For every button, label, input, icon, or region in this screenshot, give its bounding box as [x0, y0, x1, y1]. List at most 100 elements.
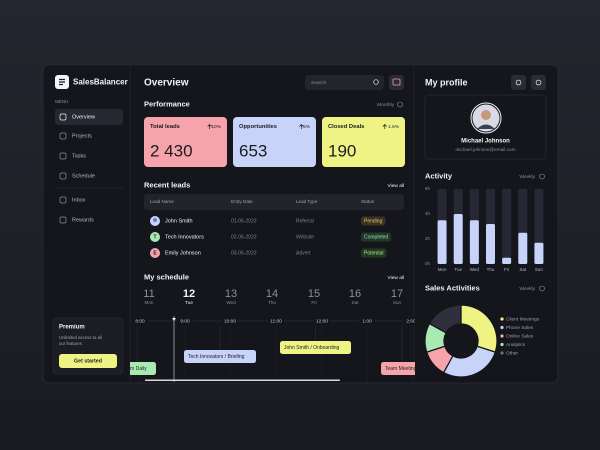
premium-description: our features: [59, 341, 82, 346]
table-cell: Emily Johnson: [165, 250, 201, 256]
time-label: 9:00: [180, 318, 190, 324]
y-tick-label: 0h: [425, 261, 431, 266]
profile-avatar-head: [481, 110, 491, 120]
table-header-bg: [144, 194, 404, 210]
menu-item[interactable]: Tasks: [72, 153, 86, 159]
kpi-title: Opportunities: [239, 124, 277, 130]
day-date[interactable]: 16: [349, 288, 361, 300]
x-tick-label: Tue: [454, 267, 462, 272]
search-box[interactable]: [305, 75, 384, 90]
menu-icon: [59, 152, 67, 160]
menu-item[interactable]: Rewards: [72, 217, 94, 223]
table-cell: Website: [296, 234, 314, 240]
x-tick-label: Mon: [438, 267, 447, 272]
event-title[interactable]: Team Daily: [122, 366, 147, 372]
status-label: Potential: [364, 250, 383, 256]
day-weekday: Thu: [268, 300, 276, 305]
kpi-card: [233, 117, 316, 167]
menu-item[interactable]: Inbox: [72, 197, 86, 203]
notify-button[interactable]: [389, 75, 404, 90]
schedule-timeline: 8:00 9:00 10:00 11:00 12:00 1:00 2:00 Team Dail…: [118, 316, 423, 382]
time-label: 12:00: [316, 318, 328, 324]
status-pill: [361, 232, 392, 242]
menu-item[interactable]: Overview: [72, 114, 95, 120]
period-icon: [539, 285, 545, 292]
notify-icon: [392, 78, 401, 86]
status-label: Pending: [364, 218, 383, 224]
profile-action-icon: [515, 79, 522, 86]
lead-avatar: [150, 232, 160, 242]
status-label: Completed: [364, 234, 388, 240]
period-select[interactable]: Weekly: [519, 286, 535, 292]
kpi-change: 1.5%: [388, 124, 400, 130]
x-tick-label: Thu: [487, 267, 495, 272]
time-label: 2:00: [406, 318, 416, 324]
event-title[interactable]: John Smith / Onboarding: [284, 345, 340, 351]
legend-label: Online Sales: [506, 333, 534, 339]
menu-label: MENU: [55, 99, 68, 104]
day-weekday: Mon: [145, 300, 154, 305]
kpi-value: 2 430: [150, 141, 193, 160]
page-title: Overview: [144, 78, 189, 89]
bar: [486, 224, 495, 264]
table-cell: John Smith: [165, 218, 193, 224]
menu-icon: [59, 196, 67, 204]
lead-avatar-head: [153, 218, 157, 222]
profile-action-button[interactable]: [531, 75, 546, 90]
kpi-arrow: [207, 124, 212, 129]
lead-avatar: [150, 248, 160, 258]
period-select[interactable]: Monthly: [377, 102, 394, 108]
bar: [502, 257, 512, 264]
schedule-event[interactable]: [381, 362, 423, 375]
day-date[interactable]: 14: [266, 288, 278, 300]
schedule-event[interactable]: [118, 362, 156, 375]
get-started-button[interactable]: [59, 354, 117, 368]
x-tick-label: Sat: [519, 267, 527, 272]
lead-initial: T: [153, 235, 156, 241]
legend-swatch: [500, 317, 504, 321]
current-time-marker: [172, 318, 176, 321]
period-select[interactable]: Weekly: [519, 174, 535, 180]
kpi-card: [322, 117, 405, 167]
day-date[interactable]: 15: [308, 288, 320, 300]
schedule-event[interactable]: [184, 350, 256, 363]
legend-swatch: [500, 351, 504, 355]
menu-item[interactable]: Schedule: [72, 173, 95, 179]
table-cell: 01-06-2023: [231, 218, 257, 224]
profile-action-icon: [535, 79, 542, 86]
x-tick-label: Wed: [470, 267, 480, 272]
menu-item[interactable]: Projects: [72, 133, 92, 139]
search-placeholder: Search: [311, 80, 327, 86]
day-date[interactable]: 17: [391, 288, 403, 300]
schedule-event[interactable]: [280, 341, 351, 354]
time-label-bg: [359, 317, 375, 325]
time-label-bg: [132, 317, 148, 325]
event-title[interactable]: Tech Innovators / Briefing: [188, 354, 245, 360]
day-date[interactable]: 11: [143, 288, 154, 300]
profile-action-button[interactable]: [511, 75, 526, 90]
search-icon: [373, 79, 379, 85]
y-tick-label: 6h: [425, 186, 431, 191]
day-date[interactable]: 12: [183, 288, 195, 300]
table-header: Status: [361, 199, 375, 204]
bar: [469, 220, 479, 264]
time-label-bg: [268, 317, 284, 325]
table-cell: Tech Innovators: [165, 234, 204, 240]
view-all-link[interactable]: View all: [388, 275, 404, 281]
day-weekday: Sun: [393, 300, 402, 305]
day-date[interactable]: 13: [225, 288, 237, 300]
day-weekday: Tue: [185, 300, 193, 305]
kpi-title: Total leads: [150, 124, 180, 130]
logo-glyph: [59, 78, 65, 86]
event-title[interactable]: Team Meeting: [385, 366, 417, 372]
kpi-change: 10%: [211, 124, 221, 130]
bar: [437, 220, 447, 264]
get-started-label[interactable]: Get started: [74, 358, 102, 364]
kpi-card: [144, 117, 227, 167]
time-label: 1:00: [362, 318, 372, 324]
chart-title: Activity: [425, 171, 453, 180]
view-all-link[interactable]: View all: [388, 183, 404, 189]
donut-slice: [428, 304, 462, 334]
time-label: 8:00: [135, 318, 145, 324]
